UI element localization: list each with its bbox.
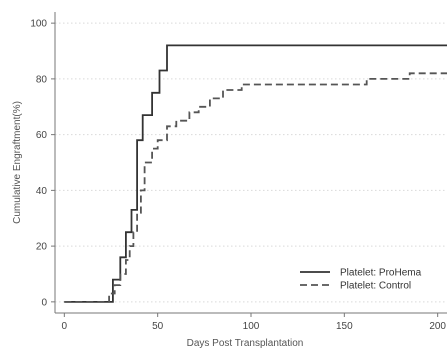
series-layer xyxy=(64,44,447,303)
y-tick-label: 40 xyxy=(36,186,48,197)
y-tick-label: 80 xyxy=(36,74,48,85)
series-line-control xyxy=(64,72,447,303)
legend: Platelet: ProHema Platelet: Control xyxy=(300,268,422,292)
x-tick-label: 100 xyxy=(243,321,260,332)
y-tick-label: 60 xyxy=(36,130,48,141)
x-tick-label: 0 xyxy=(62,321,68,332)
legend-label: Platelet: Control xyxy=(340,281,411,292)
y-tick-label: 100 xyxy=(30,19,47,30)
y-tick-label: 20 xyxy=(36,242,48,253)
x-tick-label: 50 xyxy=(152,321,164,332)
grid-lines xyxy=(55,22,447,303)
axes: 0 20 40 60 80 100 0 50 100 150 200 xyxy=(30,12,447,332)
y-axis-label: Cumulative Engraftment(%) xyxy=(12,101,23,224)
x-axis-label: Days Post Transplantation xyxy=(187,338,304,349)
x-tick-label: 150 xyxy=(336,321,353,332)
y-tick-label: 0 xyxy=(41,297,47,308)
series-line-prohema xyxy=(64,44,447,303)
legend-label: Platelet: ProHema xyxy=(340,268,422,279)
x-tick-label: 200 xyxy=(429,321,446,332)
